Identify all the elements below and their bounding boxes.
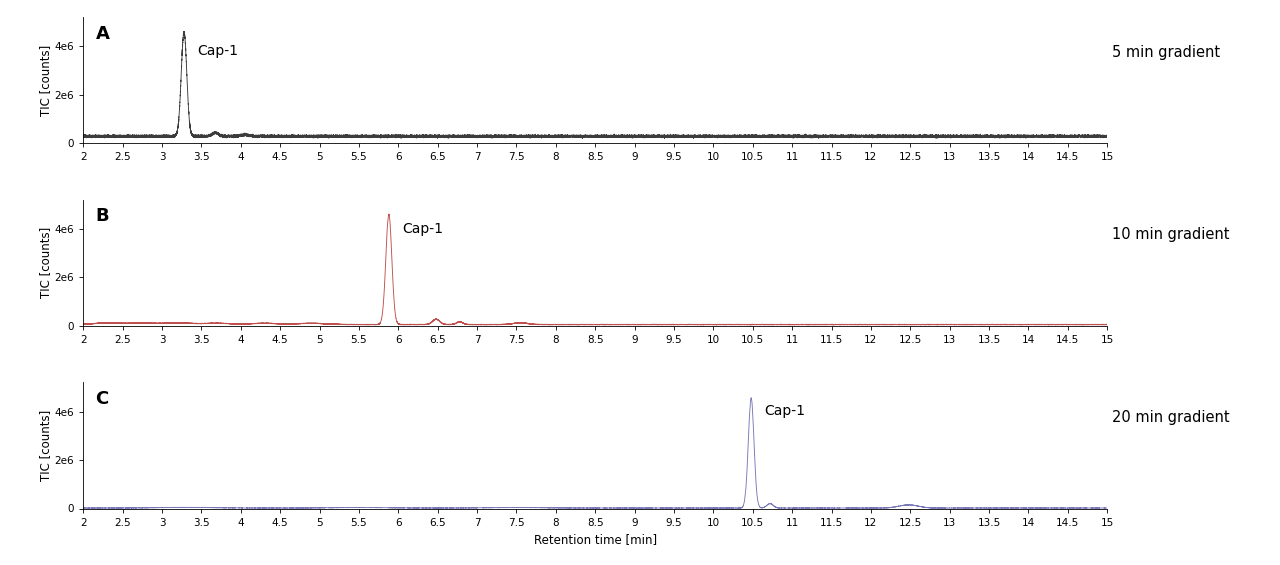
Text: Cap-1: Cap-1 <box>197 44 238 58</box>
Y-axis label: TIC [counts]: TIC [counts] <box>38 227 51 298</box>
Y-axis label: TIC [counts]: TIC [counts] <box>38 44 51 116</box>
Text: 5 min gradient: 5 min gradient <box>1112 45 1220 60</box>
Y-axis label: TIC [counts]: TIC [counts] <box>38 410 51 481</box>
Text: B: B <box>96 207 109 225</box>
Text: 10 min gradient: 10 min gradient <box>1112 228 1230 242</box>
Text: Cap-1: Cap-1 <box>402 221 443 236</box>
Text: 20 min gradient: 20 min gradient <box>1112 410 1230 425</box>
Text: Cap-1: Cap-1 <box>764 405 805 418</box>
Text: C: C <box>96 390 109 408</box>
Text: A: A <box>96 24 109 42</box>
X-axis label: Retention time [min]: Retention time [min] <box>534 533 657 546</box>
